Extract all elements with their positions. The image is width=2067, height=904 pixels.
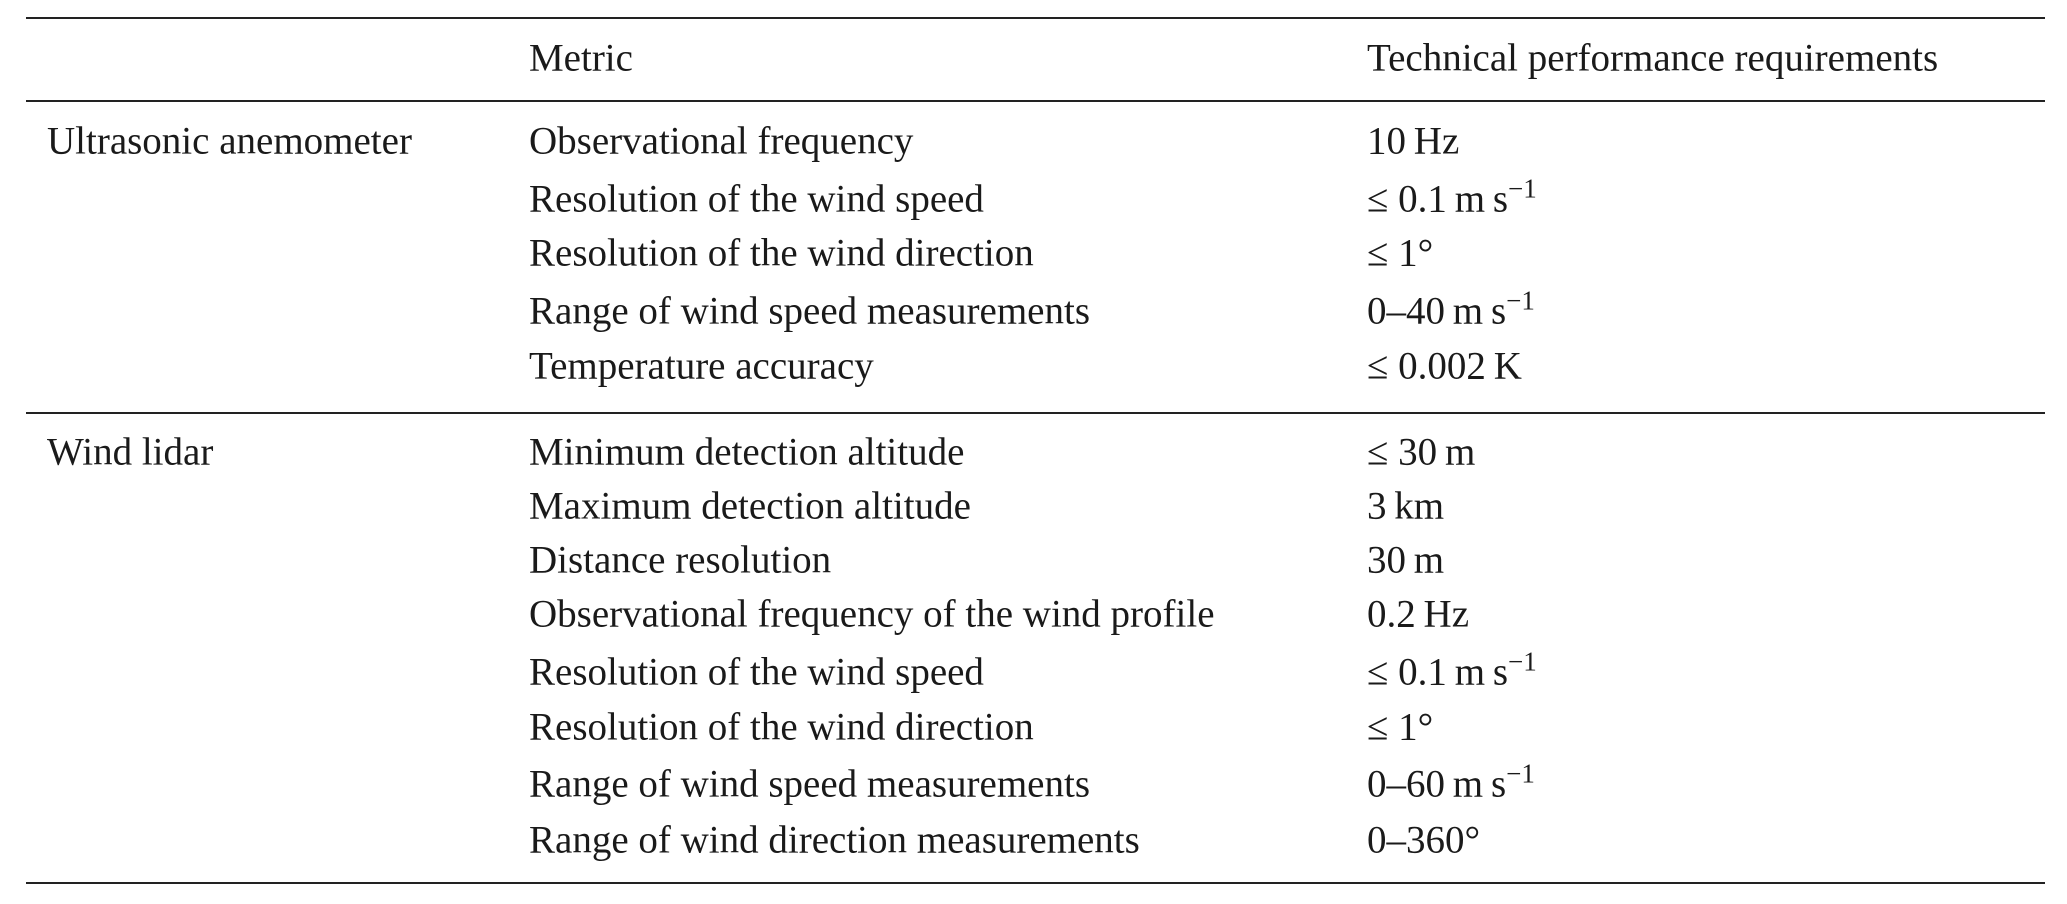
metric: Maximum detection altitude [529, 484, 971, 528]
requirement: ≤ 30 m [1367, 430, 1476, 474]
group-rule [26, 412, 2045, 414]
metric: Resolution of the wind speed [529, 650, 984, 694]
requirement: 0–60 m s−1 [1367, 760, 1535, 806]
metric: Distance resolution [529, 538, 832, 582]
top-rule [26, 17, 2045, 19]
header-requirement: Technical performance requirements [1367, 36, 1939, 80]
header-metric: Metric [529, 36, 633, 80]
instrument: Ultrasonic anemometer [47, 119, 412, 163]
requirement: ≤ 0.1 m s−1 [1367, 175, 1537, 221]
metric: Range of wind direction measurements [529, 818, 1140, 862]
requirement: 30 m [1367, 538, 1445, 582]
metric: Observational frequency [529, 119, 914, 163]
metric: Range of wind speed measurements [529, 762, 1091, 806]
requirement-text: 0–60 m s [1367, 762, 1507, 806]
header-rule [26, 100, 2045, 102]
requirement-text: ≤ 0.1 m s [1367, 650, 1509, 694]
requirement: 10 Hz [1367, 119, 1460, 163]
metric: Range of wind speed measurements [529, 289, 1091, 333]
requirement-text: ≤ 0.1 m s [1367, 177, 1509, 221]
requirement: ≤ 0.002 K [1367, 344, 1522, 388]
requirement: 0–40 m s−1 [1367, 287, 1535, 333]
metric: Resolution of the wind direction [529, 231, 1034, 275]
requirement: ≤ 1° [1367, 231, 1434, 275]
bottom-rule [26, 882, 2045, 884]
metric: Minimum detection altitude [529, 430, 965, 474]
metric: Resolution of the wind direction [529, 705, 1034, 749]
metric: Resolution of the wind speed [529, 177, 984, 221]
metric: Observational frequency of the wind prof… [529, 592, 1215, 636]
requirement: ≤ 1° [1367, 705, 1434, 749]
requirement: 3 km [1367, 484, 1445, 528]
requirement-text: 0–40 m s [1367, 289, 1507, 333]
requirement: 0.2 Hz [1367, 592, 1470, 636]
metric: Temperature accuracy [529, 344, 874, 388]
requirement: ≤ 0.1 m s−1 [1367, 648, 1537, 694]
requirement-exponent: −1 [1506, 758, 1535, 789]
requirement-exponent: −1 [1508, 646, 1537, 677]
instrument: Wind lidar [47, 430, 214, 474]
requirement-exponent: −1 [1508, 173, 1537, 204]
requirement: 0–360° [1367, 818, 1481, 862]
requirement-exponent: −1 [1506, 285, 1535, 316]
